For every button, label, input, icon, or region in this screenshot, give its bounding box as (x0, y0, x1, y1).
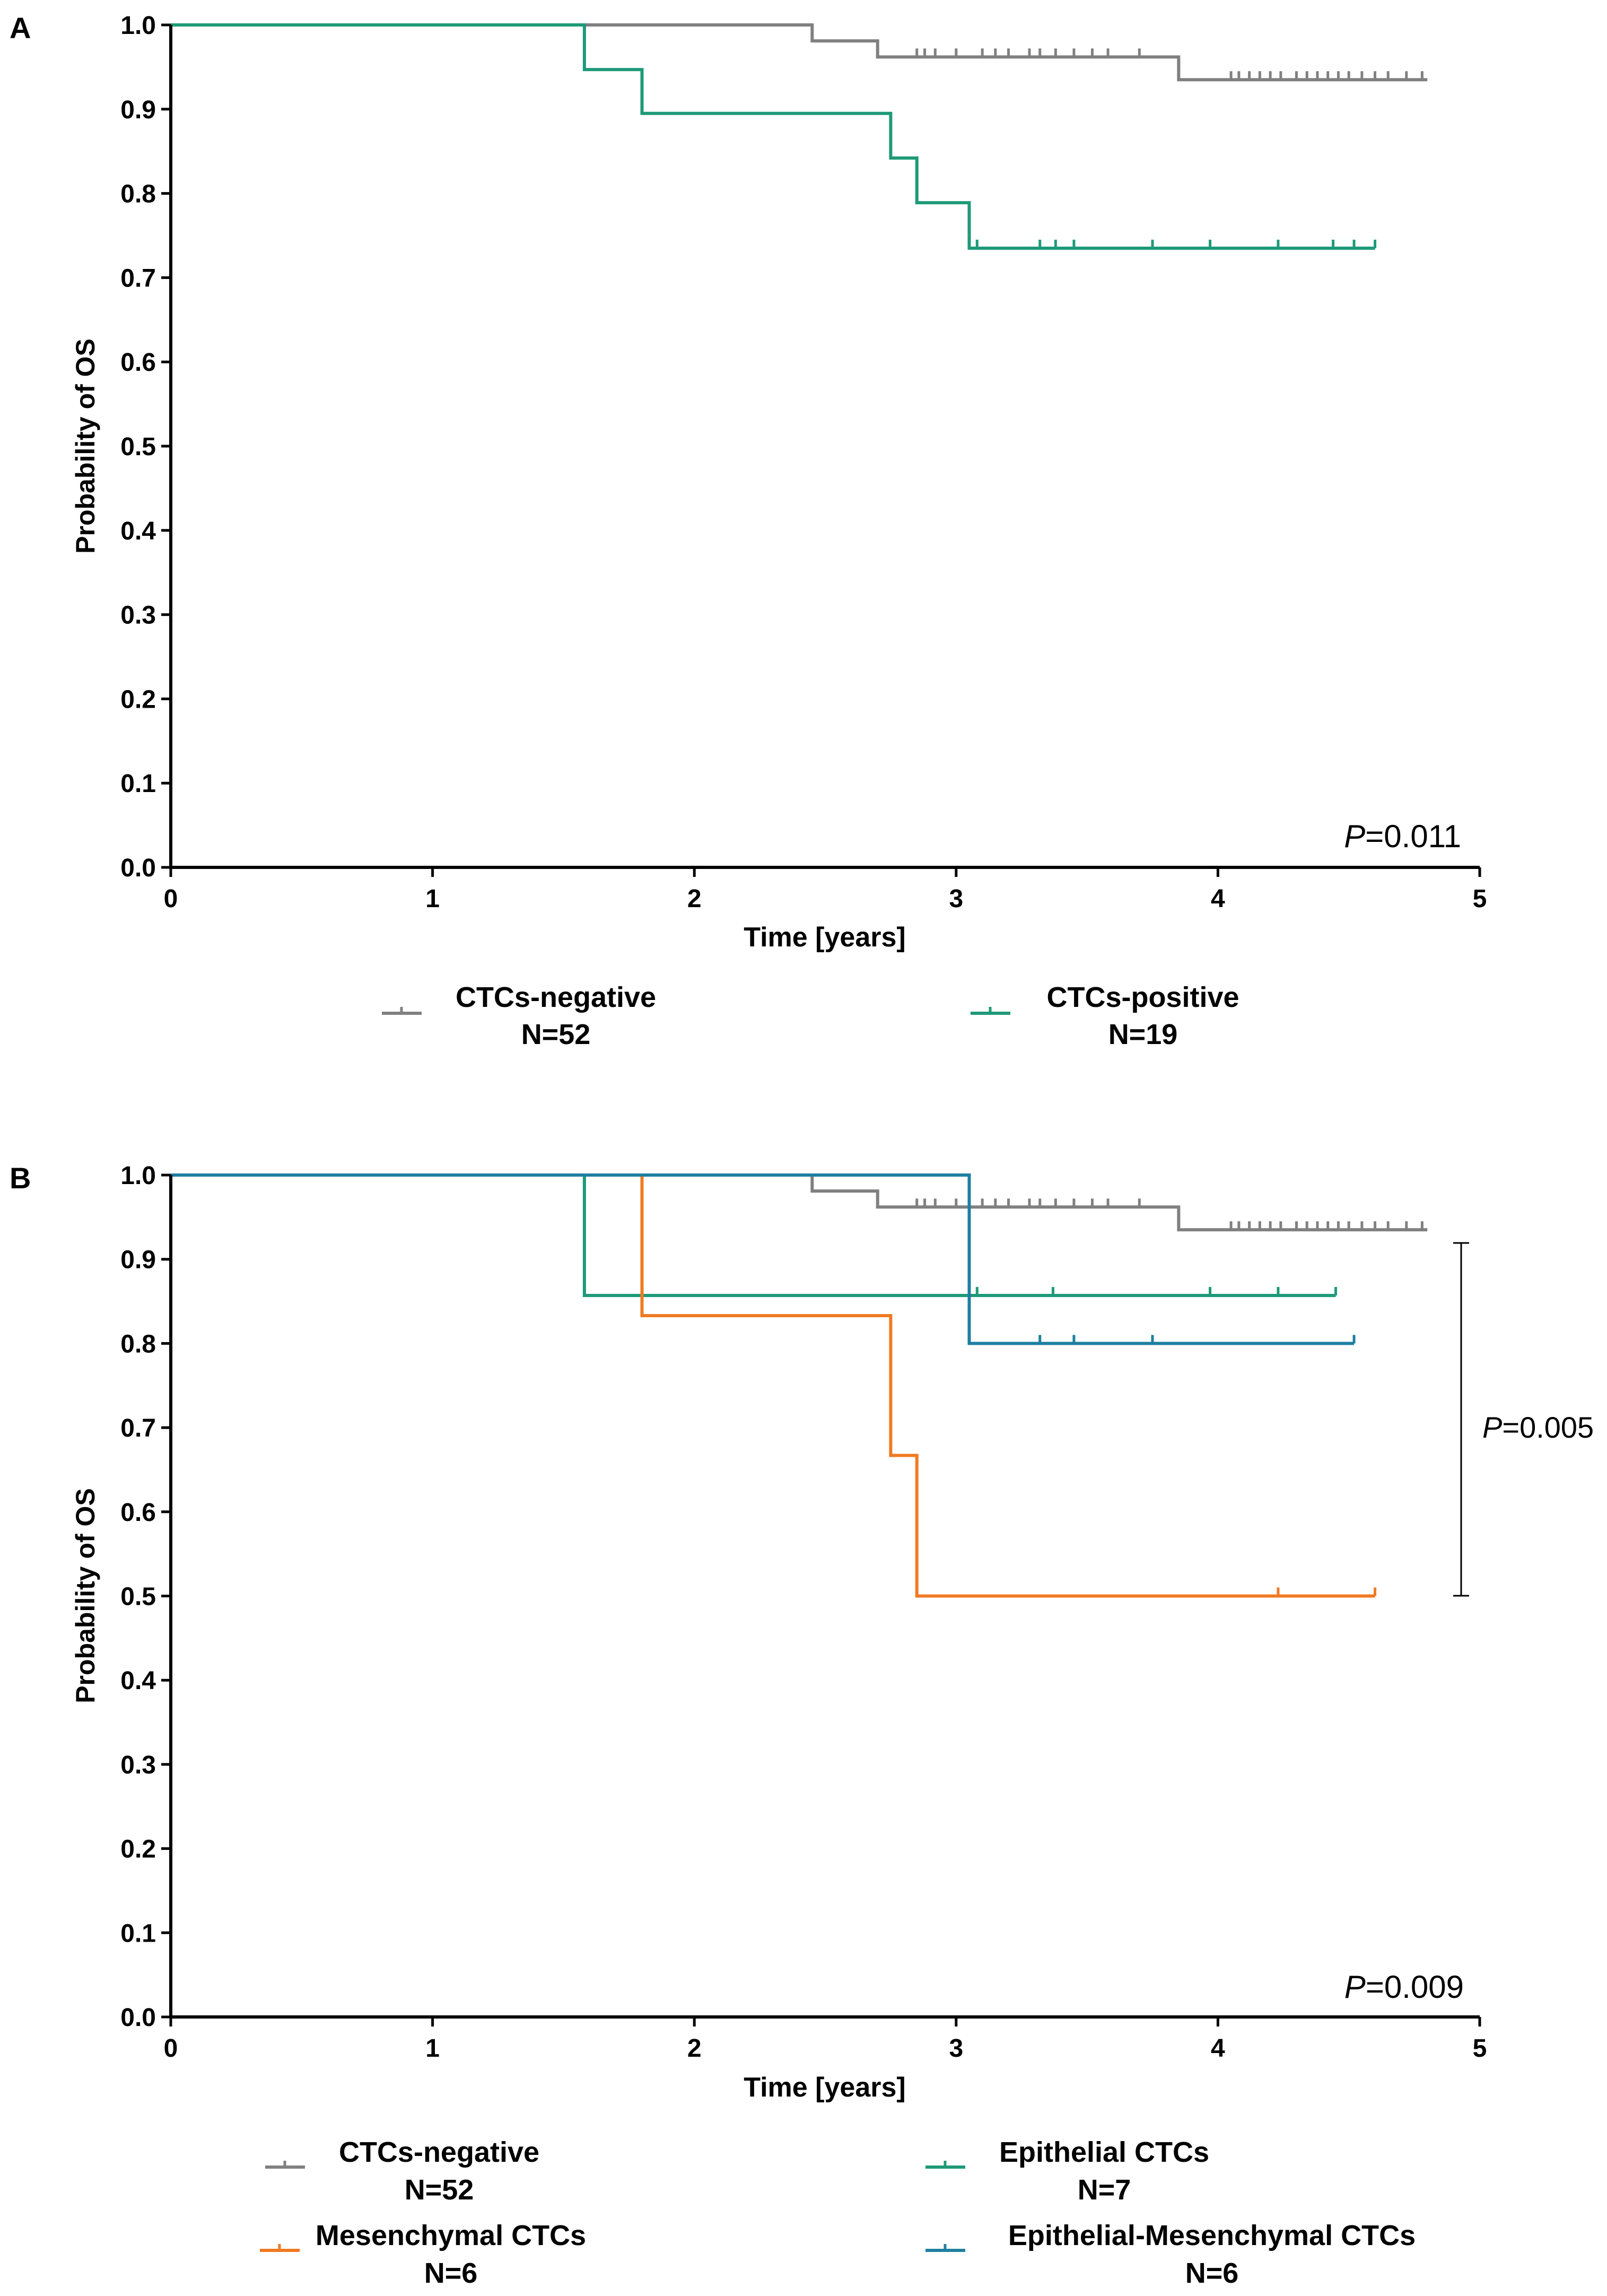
y-tick-label: 0.4 (120, 1667, 156, 1695)
p-value-number: =0.009 (1366, 1969, 1464, 2005)
legend-n-ctcs-negative: N=52 (521, 1019, 591, 1050)
legend-label-ctcs-positive: CTCs-positive (1046, 981, 1239, 1013)
legend-n-epithelial-ctcs: N=7 (1078, 2174, 1131, 2206)
legend-label-mesenchymal-ctcs: Mesenchymal CTCs (316, 2220, 586, 2251)
series-line-ctcs-positive (171, 23, 1375, 250)
x-tick-label: 2 (687, 885, 702, 913)
bracket-p-value-number: =0.005 (1502, 1411, 1594, 1444)
y-tick-label: 0.7 (120, 264, 156, 292)
x-tick-label: 4 (1211, 885, 1225, 913)
legend-item-ctcs-positive: CTCs-positive N=19 (971, 981, 1239, 1050)
y-tick-label: 0.3 (120, 1751, 156, 1779)
p-value-prefix: P (1344, 819, 1365, 854)
legend-n-mesenchymal-ctcs: N=6 (424, 2257, 478, 2289)
legend-item-epithelial-ctcs: Epithelial CTCs N=7 (925, 2136, 1209, 2206)
x-tick-label: 1 (425, 2034, 440, 2063)
legend-label-epithelial-mesenchymal-ctcs: Epithelial-Mesenchymal CTCs (1008, 2220, 1416, 2251)
y-axis-label: Probability of OS (71, 1488, 100, 1703)
plot-area (171, 23, 1428, 250)
y-axis: 0.0 0.1 0.2 0.3 0.4 0.5 0.6 0.7 0.8 0.9 1.0 (120, 12, 171, 882)
x-axis: 0 1 2 3 4 5 (164, 2017, 1487, 2063)
legend-item-epithelial-mesenchymal-ctcs: Epithelial-Mesenchymal CTCs N=6 (925, 2220, 1416, 2289)
p-value-number: =0.011 (1365, 819, 1461, 854)
bracket-p-value-prefix: P (1482, 1411, 1502, 1444)
legend-n-ctcs-positive: N=19 (1108, 1019, 1178, 1050)
x-axis-label: Time [years] (744, 922, 905, 953)
y-tick-label: 0.1 (120, 1919, 156, 1947)
y-tick-label: 0.5 (120, 1583, 156, 1611)
x-tick-label: 3 (949, 885, 963, 913)
y-tick-label: 0.9 (120, 1246, 156, 1274)
p-value: P=0.009 (1344, 1969, 1464, 2005)
x-tick-label: 0 (164, 2034, 178, 2063)
x-tick-label: 3 (949, 2034, 963, 2063)
legend: CTCs-negative N=52 CTCs-positive N=19 (382, 981, 1239, 1050)
legend-item-mesenchymal-ctcs: Mesenchymal CTCs N=6 (260, 2220, 586, 2289)
y-axis: 0.0 0.1 0.2 0.3 0.4 0.5 0.6 0.7 0.8 0.9 1.0 (120, 1162, 171, 2032)
y-tick-label: 0.9 (120, 96, 156, 124)
x-tick-label: 2 (687, 2034, 702, 2063)
y-tick-label: 0.4 (120, 517, 156, 545)
x-tick-label: 4 (1211, 2034, 1225, 2063)
bracket: P=0.005 (1453, 1242, 1594, 1597)
x-tick-label: 1 (425, 885, 440, 913)
series-line-epithelial-mesenchymal-ctcs (171, 1173, 1355, 1345)
p-value-prefix: P (1344, 1969, 1366, 2005)
bracket-p-value: P=0.005 (1482, 1411, 1594, 1444)
y-tick-label: 0.8 (120, 1330, 156, 1358)
x-tick-label: 5 (1473, 2034, 1487, 2063)
x-tick-label: 5 (1473, 885, 1487, 913)
y-tick-label: 1.0 (120, 1162, 156, 1190)
y-tick-label: 0.8 (120, 180, 156, 208)
legend-n-ctcs-negative: N=52 (405, 2174, 474, 2206)
y-tick-label: 0.0 (120, 854, 156, 882)
y-tick-label: 0.3 (120, 602, 156, 630)
y-tick-label: 0.0 (120, 2004, 156, 2032)
series-line-ctcs-negative (171, 23, 1428, 82)
y-tick-label: 0.1 (120, 770, 156, 798)
y-axis-label: Probability of OS (71, 338, 100, 554)
p-value: P=0.011 (1344, 819, 1461, 854)
y-tick-label: 0.7 (120, 1414, 156, 1442)
y-tick-label: 0.6 (120, 349, 156, 377)
legend-label-epithelial-ctcs: Epithelial CTCs (999, 2136, 1209, 2168)
x-axis: 0 1 2 3 4 5 (164, 867, 1487, 913)
legend-n-epithelial-mesenchymal-ctcs: N=6 (1185, 2257, 1239, 2289)
y-tick-label: 1.0 (120, 12, 156, 40)
series-line-ctcs-negative (171, 1173, 1428, 1232)
y-tick-label: 0.2 (120, 1836, 156, 1864)
legend-label-ctcs-negative: CTCs-negative (339, 2136, 539, 2168)
plot-area (171, 1173, 1428, 1598)
y-tick-label: 0.6 (120, 1499, 156, 1527)
legend: CTCs-negative N=52 Epithelial CTCs N=7 M… (260, 2136, 1416, 2289)
legend-item-ctcs-negative: CTCs-negative N=52 (265, 2136, 539, 2206)
legend-label-ctcs-negative: CTCs-negative (456, 981, 656, 1013)
series-line-mesenchymal-ctcs (171, 1173, 1375, 1598)
panel-label: A (10, 11, 31, 45)
y-tick-label: 0.2 (120, 685, 156, 714)
y-tick-label: 0.5 (120, 433, 156, 461)
legend-item-ctcs-negative: CTCs-negative N=52 (382, 981, 656, 1050)
series-line-epithelial-ctcs (171, 1173, 1336, 1297)
panel-label: B (10, 1161, 31, 1195)
panel-a: A 0.0 0.1 0.2 0.3 0.4 0.5 0.6 0.7 0.8 0.9 1.0 0 1 2 3… (10, 11, 1487, 1050)
x-tick-label: 0 (164, 885, 178, 913)
panel-b: B 0.0 0.1 0.2 0.3 0.4 0.5 0.6 0.7 0.8 0.9 1.0 0 1 2 3… (10, 1161, 1594, 2289)
x-axis-label: Time [years] (744, 2072, 905, 2103)
